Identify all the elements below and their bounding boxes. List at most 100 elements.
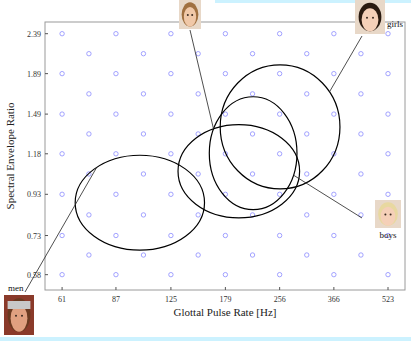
photo-bg bbox=[355, 0, 385, 34]
photo-face bbox=[362, 8, 379, 31]
photo-cap bbox=[8, 301, 31, 309]
photo-eye bbox=[366, 17, 368, 19]
photo bbox=[179, 0, 201, 29]
point bbox=[305, 213, 309, 217]
point bbox=[305, 51, 309, 55]
point bbox=[141, 253, 145, 257]
plot-area bbox=[60, 31, 390, 276]
photo-eye bbox=[15, 315, 17, 317]
point bbox=[141, 213, 145, 217]
x-tick bbox=[62, 287, 63, 290]
point bbox=[114, 71, 118, 75]
y-tick bbox=[45, 235, 48, 236]
pointer-line bbox=[25, 167, 97, 292]
photo-bg bbox=[4, 295, 34, 335]
point bbox=[359, 172, 363, 176]
point bbox=[359, 253, 363, 257]
point bbox=[169, 112, 173, 116]
point bbox=[169, 272, 173, 276]
point bbox=[169, 31, 173, 35]
point bbox=[114, 152, 118, 156]
y-tick-label: 0.58 bbox=[27, 271, 41, 280]
point bbox=[141, 132, 145, 136]
point bbox=[386, 31, 390, 35]
point bbox=[332, 192, 336, 196]
point bbox=[87, 92, 91, 96]
point bbox=[169, 71, 173, 75]
point bbox=[87, 51, 91, 55]
point bbox=[87, 213, 91, 217]
y-tick-label: 1.49 bbox=[27, 110, 41, 119]
point bbox=[114, 233, 118, 237]
point bbox=[169, 152, 173, 156]
point bbox=[60, 233, 64, 237]
page-band bbox=[0, 337, 411, 341]
y-tick bbox=[45, 274, 48, 275]
point bbox=[250, 253, 254, 257]
point bbox=[277, 233, 281, 237]
point bbox=[60, 192, 64, 196]
x-tick-label: 523 bbox=[382, 295, 394, 304]
point bbox=[359, 132, 363, 136]
point bbox=[60, 71, 64, 75]
x-tick-label: 366 bbox=[328, 295, 340, 304]
point bbox=[277, 112, 281, 116]
photo-eye bbox=[390, 214, 392, 216]
point bbox=[250, 51, 254, 55]
point bbox=[114, 31, 118, 35]
y-tick-label: 1.89 bbox=[27, 70, 41, 79]
region-ellipse bbox=[75, 155, 204, 250]
point bbox=[87, 253, 91, 257]
y-tick-label: 1.18 bbox=[27, 150, 41, 159]
photo-hair bbox=[8, 298, 31, 332]
x-axis-label: Glottal Pulse Rate [Hz] bbox=[174, 306, 277, 318]
photo-hair bbox=[359, 3, 382, 32]
y-tick-label: 0.93 bbox=[27, 190, 41, 199]
point bbox=[332, 31, 336, 35]
point bbox=[305, 92, 309, 96]
pointer-line bbox=[294, 175, 362, 218]
point bbox=[332, 233, 336, 237]
chart: 61871251792563665230.580.730.931.181.491… bbox=[0, 0, 411, 341]
y-tick bbox=[45, 114, 48, 115]
photo bbox=[4, 295, 34, 335]
point bbox=[141, 172, 145, 176]
point bbox=[223, 31, 227, 35]
point bbox=[359, 51, 363, 55]
point bbox=[60, 152, 64, 156]
photo-bg bbox=[179, 0, 201, 29]
point bbox=[332, 272, 336, 276]
photo-bg bbox=[375, 200, 401, 228]
x-tick-label: 125 bbox=[165, 295, 177, 304]
photo-eye bbox=[191, 14, 193, 16]
point bbox=[277, 71, 281, 75]
point bbox=[196, 51, 200, 55]
point bbox=[359, 92, 363, 96]
point bbox=[386, 152, 390, 156]
pointer-line bbox=[329, 36, 362, 92]
point bbox=[250, 132, 254, 136]
photo-eye bbox=[21, 315, 23, 317]
x-tick bbox=[279, 287, 280, 290]
photo-hair bbox=[378, 202, 398, 226]
photo bbox=[375, 200, 401, 228]
point bbox=[305, 172, 309, 176]
point bbox=[141, 92, 145, 96]
photo-face bbox=[381, 207, 396, 226]
point bbox=[114, 272, 118, 276]
y-tick bbox=[45, 194, 48, 195]
x-tick-label: 61 bbox=[58, 295, 66, 304]
point bbox=[114, 112, 118, 116]
point bbox=[60, 112, 64, 116]
point bbox=[305, 132, 309, 136]
photo bbox=[355, 0, 385, 34]
photo-face bbox=[184, 7, 196, 27]
point bbox=[169, 233, 173, 237]
point bbox=[332, 71, 336, 75]
region-label: boys bbox=[379, 230, 397, 240]
point bbox=[386, 192, 390, 196]
x-tick bbox=[115, 287, 116, 290]
x-tick bbox=[170, 287, 171, 290]
y-tick bbox=[45, 33, 48, 34]
point bbox=[60, 272, 64, 276]
